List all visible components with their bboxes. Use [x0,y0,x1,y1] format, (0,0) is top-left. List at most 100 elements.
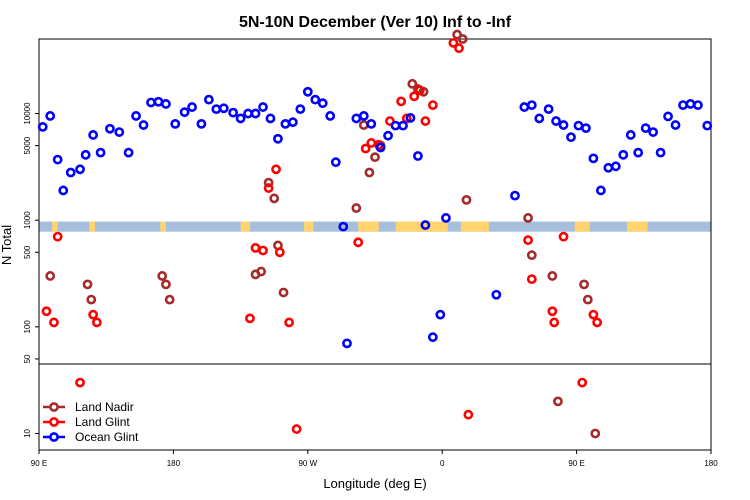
ocean-glint-point-0 [37,121,48,132]
land-nadir-point-26 [553,396,563,407]
ocean-glint-point-50 [420,220,431,230]
ocean-glint-point-25 [235,113,246,124]
ocean-glint-point-72 [640,123,651,134]
land-glint-point-8 [258,245,268,256]
x-tick-label-5: 180 [704,459,718,468]
ocean-glint-point-32 [287,117,298,128]
land-glint-point-10 [271,164,281,175]
ocean-glint-point-78 [685,99,696,109]
ocean-glint-point-7 [88,130,99,140]
ocean-glint-point-21 [203,94,214,105]
ocean-glint-point-28 [258,102,268,112]
ocean-glint-point-1 [45,111,56,121]
land-nadir-point-17 [407,78,418,89]
land-glint-point-12 [284,317,295,328]
land-glint-point-16 [366,138,377,148]
legend-marker-ocean-glint [49,432,59,442]
ocean-glint-point-3 [58,185,69,196]
x-tick-label-2: 90 W [298,459,317,468]
land-strip [39,221,711,232]
land-span-9 [627,221,648,232]
ocean-glint-point-8 [95,147,106,158]
x-tick-label-0: 90 E [31,459,47,468]
ocean-glint-point-43 [366,118,377,129]
ocean-glint-point-19 [187,102,197,112]
land-span-3 [240,221,250,232]
data-points [37,29,713,439]
ocean-glint-point-38 [330,157,341,168]
ocean-glint-point-57 [526,100,537,110]
ocean-glint-point-40 [342,338,352,349]
land-nadir-point-27 [579,279,589,290]
land-nadir-point-7 [256,266,267,277]
y-tick-label-3: 500 [23,245,32,259]
ocean-glint-point-63 [573,120,584,131]
ocean-glint-point-20 [196,118,207,129]
ocean-glint-point-31 [280,118,291,129]
ocean-glint-point-44 [375,142,386,153]
land-glint-point-31 [549,317,560,328]
ocean-glint-point-73 [648,127,659,137]
ocean-glint-point-30 [273,133,283,144]
legend-item-land-glint: Land Glint [43,415,130,429]
land-glint-point-3 [75,377,85,388]
land-nadir-point-21 [457,34,468,44]
land-glint-point-2 [52,231,63,242]
chart-title: 5N-10N December (Ver 10) Inf to -Inf [239,14,512,31]
ocean-glint-point-26 [243,108,253,119]
ocean-glint-point-36 [317,98,328,109]
ocean-glint-point-18 [179,107,190,118]
ocean-glint-point-65 [588,153,599,164]
x-axis-ticks: 90 E 180 90 W 0 90 E 180 [31,450,718,468]
ocean-glint-point-52 [435,309,446,320]
land-nadir-point-11 [278,287,289,298]
ocean-glint-point-23 [218,103,229,114]
land-glint-point-28 [523,235,533,246]
land-glint-point-30 [547,306,558,317]
land-glint-point-32 [558,231,569,242]
land-nadir-point-25 [547,271,558,281]
land-glint-point-26 [454,43,464,54]
land-nadir-point-24 [526,250,537,261]
y-tick-label-4: 1000 [23,211,32,229]
ocean-glint-point-56 [519,102,530,112]
plot-frame [38,38,712,451]
ocean-glint-point-67 [603,162,614,173]
legend-label-land-glint: Land Glint [75,415,130,429]
ocean-glint-point-29 [265,113,276,124]
ocean-glint-point-24 [228,107,239,118]
ocean-glint-point-41 [351,113,362,124]
land-glint-point-6 [245,313,255,324]
y-tick-label-2: 100 [23,320,32,334]
ocean-glint-point-80 [702,120,713,131]
land-nadir-point-4 [161,279,171,290]
ocean-glint-point-75 [663,111,673,122]
land-span-5 [358,221,379,232]
land-nadir-point-8 [263,177,274,188]
land-glint-point-1 [49,317,59,328]
land-glint-point-34 [588,309,599,320]
legend-label-ocean-glint: Ocean Glint [75,430,139,444]
ocean-glint-point-35 [310,94,321,105]
land-span-8 [574,221,590,232]
ocean-glint-point-12 [131,111,141,121]
land-glint-point-21 [409,91,420,102]
ocean-glint-point-39 [338,221,349,232]
ocean-glint-point-2 [52,154,63,165]
land-glint-point-27 [463,409,474,420]
land-glint-point-19 [396,96,407,107]
land-nadir-point-15 [370,152,380,163]
ocean-glint-point-58 [534,113,545,124]
ocean-glint-point-37 [325,111,336,121]
land-span-0 [52,221,58,232]
land-glint-point-11 [274,247,285,258]
ocean-glint-point-34 [302,86,313,97]
land-glint-point-35 [592,317,603,328]
land-glint-point-22 [414,85,425,96]
land-nadir-point-9 [269,193,280,204]
ocean-glint-point-79 [693,100,703,110]
land-nadir-point-0 [45,271,56,281]
ocean-glint-point-14 [146,97,156,108]
ocean-glint-point-45 [383,130,393,141]
